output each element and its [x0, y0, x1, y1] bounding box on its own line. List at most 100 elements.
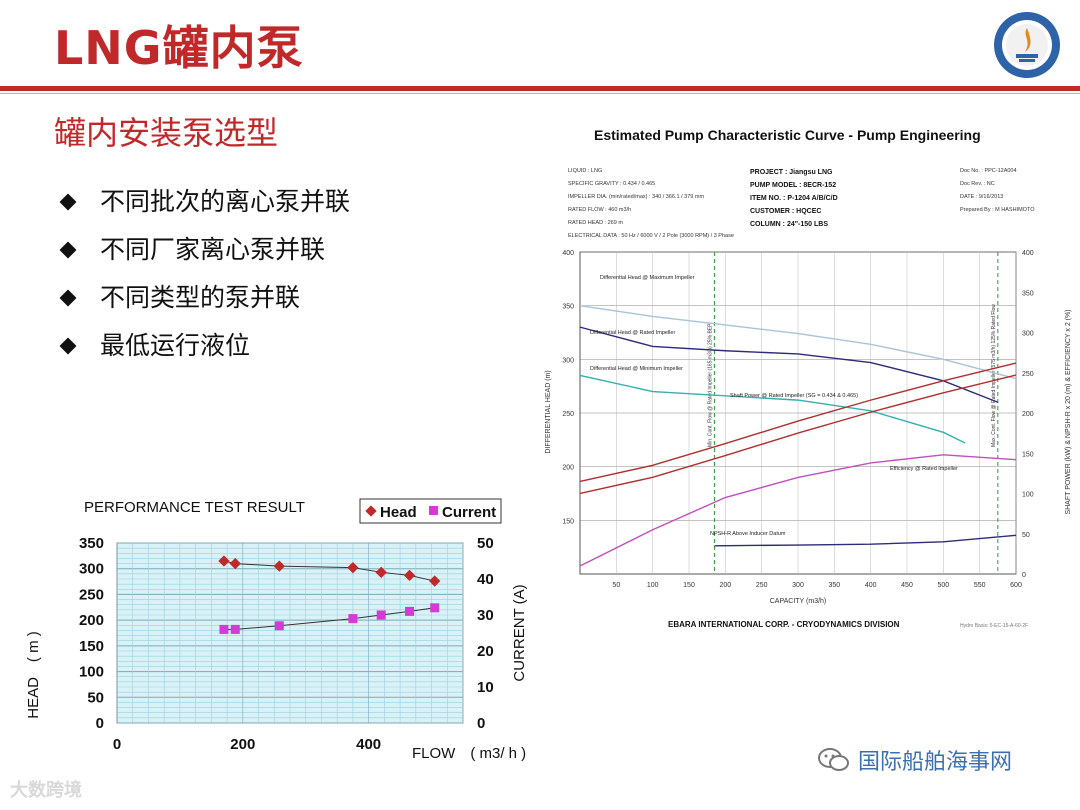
x-tick-label: 450 — [901, 582, 913, 589]
diamond-bullet-icon — [59, 193, 77, 211]
flow-limit-label: Min. Cont. Flow @ Rated Impeller (165 m3… — [707, 323, 713, 447]
grid-lines — [580, 251, 1017, 574]
y-tick-label: 250 — [79, 586, 104, 603]
bullet-item: 不同类型的泵并联 — [58, 274, 350, 322]
current-point — [430, 603, 440, 613]
y-tick-label: 300 — [79, 561, 104, 578]
y2-tick-label: 250 — [1022, 371, 1034, 378]
y-tick-label: 50 — [87, 689, 104, 706]
x-tick-label: 200 — [719, 582, 731, 589]
legend-current-label: Current — [442, 504, 496, 521]
chart-title: Estimated Pump Characteristic Curve - Pu… — [594, 127, 981, 143]
bullet-text: 最低运行液位 — [100, 331, 251, 360]
y2-tick-label: 200 — [1022, 411, 1034, 418]
y-tick-label: 200 — [79, 612, 104, 629]
diamond-bullet-icon — [59, 289, 77, 307]
y2-axis-ticks: 0 10 20 30 40 50 — [477, 535, 494, 732]
y-tick-label: 150 — [79, 638, 104, 655]
y-tick-label: 200 — [562, 465, 574, 472]
y-tick-label: 350 — [562, 304, 574, 311]
header-left-line: RATED HEAD : 269 m — [568, 220, 623, 226]
header-right-line: DATE : 9/16/2013 — [960, 194, 1003, 200]
y-tick-label: 350 — [79, 535, 104, 552]
series-label: Efficiency @ Rated Impeller — [890, 466, 958, 472]
header-right-line: Doc No. : PPC-12A004 — [960, 168, 1017, 174]
x-tick-label: 0 — [113, 736, 121, 753]
title-divider-thin — [0, 93, 1080, 94]
section-subtitle: 罐内安装泵选型 — [54, 114, 279, 152]
bullet-list: 不同批次的离心泵并联 不同厂家离心泵并联 不同类型的泵并联 最低运行液位 — [58, 178, 350, 370]
title-divider — [0, 86, 1080, 91]
current-point — [219, 624, 229, 634]
current-point — [348, 614, 358, 624]
y-tick-label: 250 — [562, 411, 574, 418]
x-tick-label: 100 — [647, 582, 659, 589]
header-mid-line: COLUMN : 24"-150 LBS — [750, 221, 828, 228]
y2-tick-label: 0 — [477, 715, 485, 732]
wechat-icon — [818, 748, 849, 771]
bullet-text: 不同批次的离心泵并联 — [100, 187, 351, 216]
bullet-text: 不同厂家离心泵并联 — [100, 235, 326, 264]
header-mid-line: ITEM NO. : P-1204 A/B/C/D — [750, 195, 838, 202]
chart-header-info: LIQUID : LNG SPECIFIC GRAVITY : 0.434 / 0… — [568, 168, 1035, 239]
watermark-left: 大数跨境 — [10, 776, 82, 802]
diamond-bullet-icon — [59, 337, 77, 355]
y2-tick-label: 150 — [1022, 451, 1034, 458]
x-axis-ticks: 0 200 400 — [113, 736, 381, 753]
series-line — [579, 374, 1017, 495]
y-axis-label: HEAD ( m ) — [25, 631, 42, 719]
series-label: Differential Head @ Maximum Impeller — [600, 275, 695, 281]
y2-tick-label: 350 — [1022, 290, 1034, 297]
chart-footer: EBARA INTERNATIONAL CORP. - CRYODYNAMICS… — [668, 620, 900, 629]
series-lines — [579, 304, 1017, 567]
x-tick-label: 400 — [865, 582, 877, 589]
y2-tick-label: 50 — [477, 535, 494, 552]
series-label: Differential Head @ Rated Impeller — [590, 330, 675, 336]
x-axis-label: FLOW ( m3/ h ) — [412, 745, 526, 762]
diamond-bullet-icon — [59, 241, 77, 259]
flow-limit-lines: Min. Cont. Flow @ Rated Impeller (165 m3… — [707, 252, 999, 574]
university-logo-icon — [994, 12, 1060, 78]
y-axis-ticks: 0 50 100 150 200 250 300 350 — [79, 535, 104, 732]
axis-ticks: 150 200 250 300 350 400 0 50 100 150 200 250 300 350 4… — [562, 250, 1033, 589]
pump-characteristic-chart: Estimated Pump Characteristic Curve - Pu… — [545, 127, 1072, 629]
current-point — [230, 624, 240, 634]
header-left-line: ELECTRICAL DATA : 50 Hz / 6000 V / 2 Pol… — [568, 233, 734, 239]
bullet-text: 不同类型的泵并联 — [100, 283, 301, 312]
x-tick-label: 350 — [828, 582, 840, 589]
bullet-item: 最低运行液位 — [58, 322, 350, 370]
series-line — [714, 534, 1017, 547]
series-line — [579, 304, 1017, 380]
x-axis-label: CAPACITY (m3/h) — [770, 598, 827, 605]
header-left-line: LIQUID : LNG — [568, 168, 602, 174]
x-tick-label: 550 — [974, 582, 986, 589]
y2-tick-label: 10 — [477, 679, 494, 696]
series-label: NPSH-R Above Inducer Datum — [710, 531, 786, 537]
bullet-item: 不同厂家离心泵并联 — [58, 226, 350, 274]
x-tick-label: 600 — [1010, 582, 1022, 589]
current-point — [274, 621, 284, 631]
y-tick-label: 300 — [562, 357, 574, 364]
y2-tick-label: 0 — [1022, 572, 1026, 579]
x-tick-label: 500 — [937, 582, 949, 589]
y2-axis-label: CURRENT (A) — [511, 584, 528, 681]
performance-test-chart: PERFORMANCE TEST RESULT Head Current 0 50… — [25, 498, 528, 762]
y2-tick-label: 30 — [477, 607, 494, 624]
header-left-line: SPECIFIC GRAVITY : 0.434 / 0.465 — [568, 181, 655, 187]
y2-tick-label: 400 — [1022, 250, 1034, 257]
x-tick-label: 150 — [683, 582, 695, 589]
header-right-line: Prepared By : M HASHIMOTO — [960, 207, 1035, 213]
y2-tick-label: 40 — [477, 571, 494, 588]
x-tick-label: 200 — [230, 736, 255, 753]
y-tick-label: 150 — [562, 518, 574, 525]
slide-title: LNG罐内泵 — [54, 21, 304, 75]
series-label: Shaft Power @ Rated Impeller (SG = 0.434… — [730, 393, 858, 399]
y-tick-label: 400 — [562, 250, 574, 257]
grid-lines — [116, 542, 464, 724]
y2-axis-label: SHAFT POWER (kW) & NPSH-R x 20 (m) & EFF… — [1065, 309, 1072, 514]
chart-legend: Head Current — [359, 498, 502, 524]
legend-head-label: Head — [380, 504, 417, 521]
x-tick-label: 300 — [792, 582, 804, 589]
watermark-right-text: 国际船舶海事网 — [858, 750, 1013, 775]
y-tick-label: 100 — [79, 664, 104, 681]
